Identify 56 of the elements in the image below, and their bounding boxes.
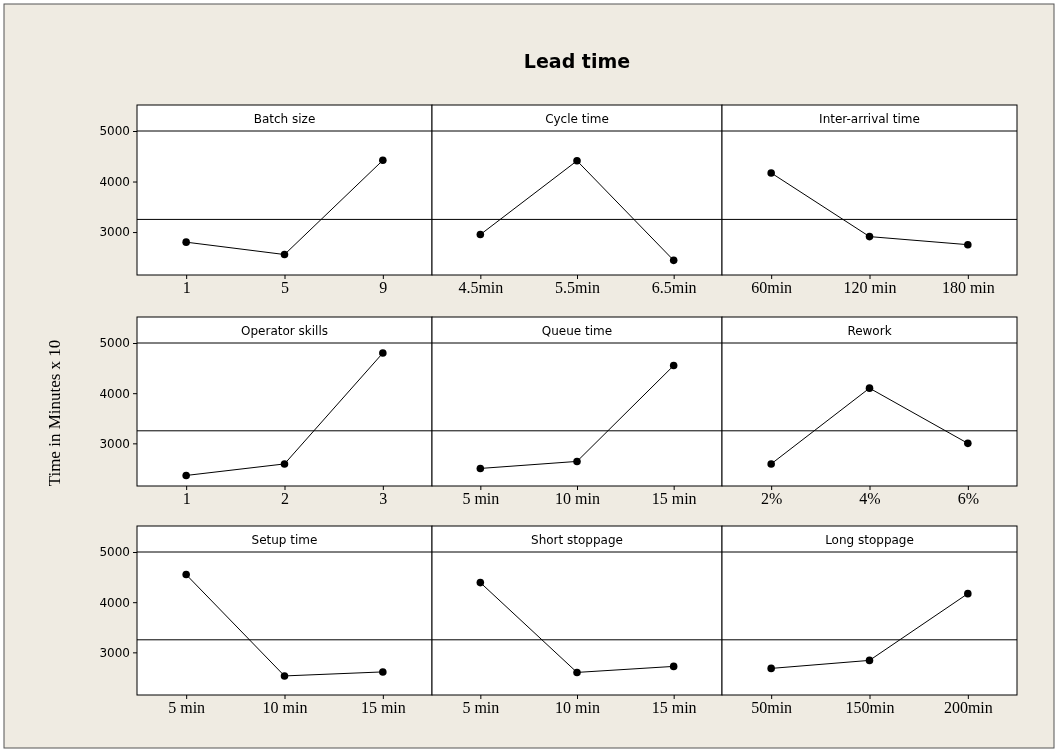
chart-title: Rework [847,324,892,338]
x-tick-label: 120 min [843,279,897,297]
x-tick-label: 4% [859,490,881,508]
x-tick-label: 3 [379,490,388,508]
chart-title: Batch size [253,112,316,126]
point [182,570,190,579]
point [379,349,387,357]
chart-title: Short stoppage [531,533,623,547]
point [379,668,387,676]
y-tick-label: 4000 [99,174,130,189]
y-tick-label: 4000 [99,386,130,401]
x-tick-label: 150min [845,699,895,717]
y-tick-label: 3000 [99,225,130,240]
point [182,471,190,480]
y-axis-title: Time in Minutes x 10 [45,339,64,487]
x-tick-label: 5.5min [555,279,600,297]
point [280,250,289,259]
x-tick-label: 10 min [555,490,600,508]
x-tick-label: 6.5min [651,279,697,297]
y-tick-label: 5000 [99,336,130,351]
y-tick-label: 5000 [99,124,130,139]
chart-title: Operator skills [241,324,328,338]
x-tick-label: 10 min [555,699,600,717]
text: Lead time [523,50,631,72]
point [182,238,190,246]
x-tick-label: 1 [182,490,191,508]
y-tick-label: 3000 [99,645,130,660]
x-tick-label: 10 min [262,699,308,717]
x-tick-label: 15 min [651,490,697,508]
x-tick-label: 2 [281,490,289,508]
x-tick-label: 9 [379,279,388,297]
chart-title: Cycle time [545,112,609,126]
chart-title: Long stoppage [825,533,914,547]
point [379,156,387,165]
y-tick-label: 3000 [99,436,130,451]
chart-title: Inter-arrival time [819,112,920,126]
x-tick-label: 4.5min [458,279,504,297]
x-tick-label: 5 min [462,490,500,508]
x-tick-label: 6% [957,490,979,508]
x-tick-label: 15 min [360,699,406,717]
x-tick-label: 5 min [168,699,206,717]
chart-title: Setup time [251,533,318,547]
x-tick-label: 15 min [651,699,697,717]
x-tick-label: 2% [761,490,783,508]
x-tick-label: 50min [751,699,793,717]
y-tick-label: 5000 [99,545,130,560]
y-tick-label: 4000 [99,595,130,610]
chart-title: Queue time [541,324,613,338]
point [280,460,289,468]
x-tick-label: 60min [751,279,793,297]
x-tick-label: 5 [281,279,289,297]
x-tick-label: 200min [943,699,993,717]
point [280,672,289,680]
x-tick-label: 5 min [462,699,500,717]
x-tick-label: 180 min [941,279,995,297]
x-tick-label: 1 [182,279,191,297]
